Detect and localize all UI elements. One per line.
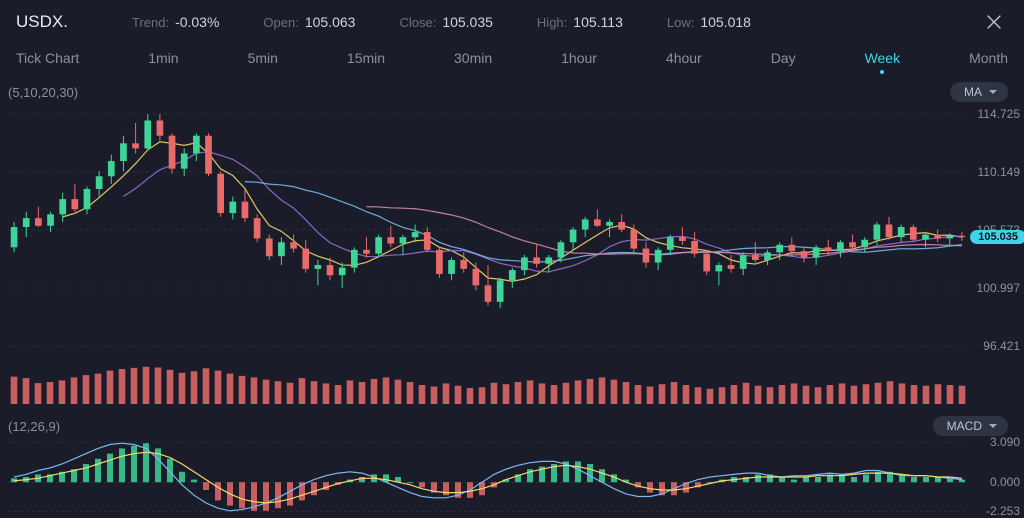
stat-open-value: 105.063 bbox=[305, 14, 356, 30]
timeframe-tab-4hour[interactable]: 4hour bbox=[666, 46, 702, 70]
stat-high-value: 105.113 bbox=[573, 14, 623, 30]
macd-ytick: 0.000 bbox=[990, 475, 1020, 489]
macd-params-label: (12,26,9) bbox=[8, 419, 60, 434]
stat-open-label: Open: bbox=[263, 15, 298, 30]
timeframe-tab-month[interactable]: Month bbox=[969, 46, 1008, 70]
stat-open: Open: 105.063 bbox=[263, 14, 355, 30]
timeframe-tab-15min[interactable]: 15min bbox=[347, 46, 385, 70]
macd-ytick: -2.253 bbox=[986, 504, 1020, 518]
stat-trend-value: -0.03% bbox=[175, 14, 219, 30]
macd-ytick: 3.090 bbox=[990, 435, 1020, 449]
stat-trend-label: Trend: bbox=[132, 15, 169, 30]
ma-params-label: (5,10,20,30) bbox=[8, 85, 78, 100]
symbol-name: USDX. bbox=[16, 12, 68, 32]
stat-trend: Trend: -0.03% bbox=[132, 14, 219, 30]
macd-y-axis: 3.090 0.000 -2.253 bbox=[970, 438, 1022, 516]
stat-close: Close: 105.035 bbox=[399, 14, 492, 30]
timeframe-tab-30min[interactable]: 30min bbox=[454, 46, 492, 70]
timeframe-tabs: Tick Chart 1min 5min 15min 30min 1hour 4hour Da… bbox=[0, 40, 1024, 80]
volume-chart[interactable] bbox=[8, 366, 968, 404]
stat-close-label: Close: bbox=[399, 15, 436, 30]
timeframe-tab-tick-chart[interactable]: Tick Chart bbox=[16, 46, 79, 70]
timeframe-tab-5min[interactable]: 5min bbox=[248, 46, 278, 70]
stat-low: Low: 105.018 bbox=[667, 14, 751, 30]
last-price-tag: 105.035 bbox=[970, 230, 1024, 244]
macd-indicator-row: (12,26,9) MACD bbox=[0, 410, 1024, 438]
chevron-down-icon bbox=[988, 87, 998, 97]
price-ytick: 100.997 bbox=[977, 281, 1020, 295]
ma-pill-label: MA bbox=[964, 85, 982, 99]
stat-high-label: High: bbox=[537, 15, 567, 30]
ma-selector-pill[interactable]: MA bbox=[950, 82, 1008, 102]
stat-high: High: 105.113 bbox=[537, 14, 623, 30]
symbol-stats-row: USDX. Trend: -0.03% Open: 105.063 Close:… bbox=[0, 0, 1024, 40]
volume-chart-canvas bbox=[8, 366, 968, 404]
close-icon bbox=[983, 11, 1005, 33]
price-ytick: 96.421 bbox=[983, 339, 1020, 353]
chevron-down-icon bbox=[988, 421, 998, 431]
price-ytick: 110.149 bbox=[978, 165, 1021, 179]
macd-pill-label: MACD bbox=[947, 419, 982, 433]
macd-chart[interactable]: 3.0900.000-2.253 bbox=[8, 438, 968, 516]
timeframe-tab-day[interactable]: Day bbox=[771, 46, 796, 70]
stat-low-value: 105.018 bbox=[700, 14, 751, 30]
ma-indicator-row: (5,10,20,30) MA bbox=[0, 80, 1024, 104]
timeframe-tab-week[interactable]: Week bbox=[865, 46, 901, 70]
macd-chart-canvas bbox=[8, 438, 968, 516]
stat-close-value: 105.035 bbox=[442, 14, 493, 30]
macd-selector-pill[interactable]: MACD bbox=[933, 416, 1008, 436]
last-price-value: 105.035 bbox=[978, 231, 1018, 243]
timeframe-tab-1min[interactable]: 1min bbox=[148, 46, 178, 70]
price-chart[interactable]: 114.725110.149105.573100.99796.421 105.0… bbox=[8, 104, 968, 364]
close-button[interactable] bbox=[980, 8, 1008, 36]
price-ytick: 114.725 bbox=[978, 107, 1021, 121]
stat-low-label: Low: bbox=[667, 15, 694, 30]
timeframe-tab-1hour[interactable]: 1hour bbox=[561, 46, 597, 70]
price-chart-canvas bbox=[8, 104, 968, 364]
